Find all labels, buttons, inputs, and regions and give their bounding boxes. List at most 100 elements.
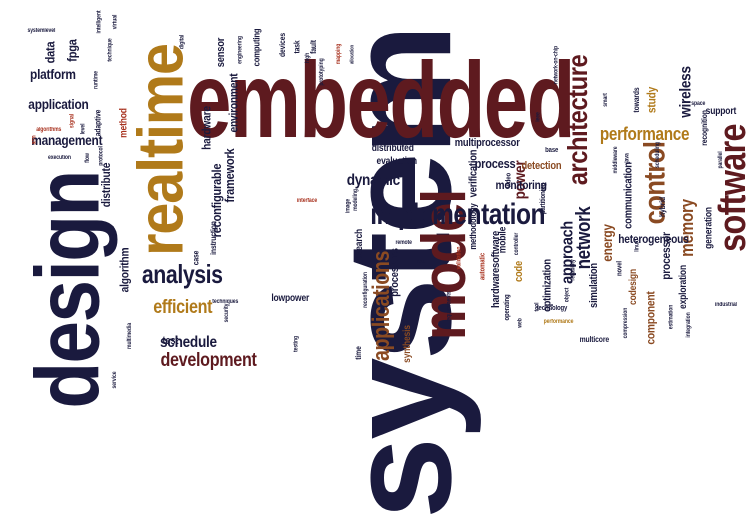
cloud-word: network xyxy=(572,206,595,270)
cloud-word: recognition xyxy=(699,110,709,146)
cloud-word: mobile xyxy=(497,226,509,254)
cloud-word: scheduling xyxy=(655,142,662,168)
cloud-word: execution xyxy=(47,155,71,161)
cloud-word: towards xyxy=(631,87,641,113)
cloud-word: time xyxy=(353,346,363,360)
cloud-word: security xyxy=(224,303,231,323)
cloud-word: integration xyxy=(685,312,692,338)
cloud-word: digital xyxy=(178,34,185,50)
cloud-word: method xyxy=(117,108,129,138)
cloud-word: synthesis xyxy=(402,325,414,363)
cloud-word: algorithms xyxy=(35,127,61,133)
cloud-word: data xyxy=(42,41,58,63)
cloud-word: platform xyxy=(30,66,76,82)
cloud-word: methodology xyxy=(467,202,478,250)
cloud-word: compression xyxy=(623,307,630,339)
cloud-word: parallel xyxy=(718,151,725,169)
cloud-word: sensor xyxy=(214,37,227,67)
cloud-word: allocation xyxy=(349,44,356,64)
cloud-word: reliability xyxy=(570,259,577,281)
cloud-word: web xyxy=(517,318,524,328)
cloud-word: performance xyxy=(543,319,573,325)
cloud-word: requirements xyxy=(445,291,452,323)
cloud-word: real xyxy=(416,259,426,265)
cloud-word: optimization xyxy=(541,258,554,312)
cloud-word: evaluation xyxy=(376,156,417,167)
cloud-word: runtime xyxy=(93,71,100,89)
cloud-word: ieee xyxy=(535,112,542,122)
cloud-word: industrial xyxy=(714,302,737,308)
cloud-word: modeling xyxy=(352,189,359,211)
cloud-word: level xyxy=(79,123,86,135)
cloud-word: network-on-chip xyxy=(552,45,559,85)
cloud-word: novel xyxy=(616,260,624,276)
cloud-word: algorithm xyxy=(116,247,131,293)
cloud-word: systemlevel xyxy=(26,28,55,34)
cloud-word: validation xyxy=(455,246,462,270)
cloud-word: virtual xyxy=(112,14,119,30)
cloud-word: devices xyxy=(278,32,288,58)
cloud-word: simulation xyxy=(587,262,600,308)
cloud-word: fault xyxy=(309,40,319,54)
cloud-word: environment xyxy=(226,73,241,133)
cloud-word: task xyxy=(292,40,302,54)
cloud-word: exploration xyxy=(677,265,689,309)
cloud-word: heterogeneous xyxy=(617,232,689,246)
cloud-word: generation xyxy=(703,207,715,249)
cloud-word: performance xyxy=(599,124,689,144)
cloud-word: schedule xyxy=(159,334,217,351)
cloud-word: tool xyxy=(533,302,540,312)
cloud-word: process xyxy=(474,155,516,171)
cloud-word: distribute xyxy=(99,162,114,208)
cloud-word: communication xyxy=(622,161,635,229)
cloud-word: automatic xyxy=(479,252,487,280)
cloud-word: instruction xyxy=(208,221,218,255)
cloud-word: remote xyxy=(394,240,412,246)
cloud-word: partitioning xyxy=(539,182,547,214)
cloud-word: operating xyxy=(503,293,511,321)
cloud-word: flow xyxy=(84,153,91,163)
cloud-word: efficient xyxy=(152,296,212,318)
cloud-word: test xyxy=(161,334,178,347)
cloud-word: java xyxy=(624,153,631,163)
cloud-word: base xyxy=(544,146,558,154)
cloud-word: distributed xyxy=(371,143,414,154)
cloud-word: architecture xyxy=(561,54,593,186)
cloud-word: linux xyxy=(634,240,641,252)
cloud-word: wireless xyxy=(676,66,694,118)
cloud-word: interface xyxy=(296,198,318,204)
cloud-word: detection xyxy=(521,159,561,172)
cloud-word: space xyxy=(691,101,706,107)
cloud-word: processors xyxy=(388,247,401,297)
cloud-word: engineering xyxy=(236,36,243,64)
cloud-word: service xyxy=(111,371,118,389)
cloud-word: hybrid xyxy=(657,197,667,217)
cloud-word: software xyxy=(712,124,752,252)
cloud-word: management xyxy=(31,132,103,148)
cloud-word: dynamic xyxy=(346,172,400,189)
cloud-word: research xyxy=(354,228,366,264)
cloud-word: mapping xyxy=(336,43,343,65)
cloud-word: multiprocessor xyxy=(454,136,520,149)
cloud-word: controller xyxy=(514,232,521,256)
cloud-word: codesign xyxy=(628,269,640,305)
cloud-word: component xyxy=(642,291,657,345)
cloud-word: signal xyxy=(68,113,75,129)
cloud-word: adaptive xyxy=(93,109,103,137)
cloud-word: case xyxy=(191,250,201,266)
cloud-word: computing xyxy=(251,28,262,66)
cloud-word: energy xyxy=(599,224,616,262)
cloud-word: implementation xyxy=(369,198,545,231)
cloud-word: multimedia xyxy=(127,323,134,349)
cloud-word: support xyxy=(705,106,737,117)
cloud-word: embedded xyxy=(186,39,574,160)
cloud-word: multicore xyxy=(579,335,609,344)
cloud-word: prototyping xyxy=(319,58,326,86)
cloud-word: object xyxy=(563,287,570,303)
cloud-word: arm xyxy=(30,135,37,145)
cloud-word: technology xyxy=(536,304,568,312)
cloud-word: techniques xyxy=(212,299,239,305)
cloud-word: development xyxy=(159,349,257,371)
cloud-word: intelligent xyxy=(96,10,103,34)
